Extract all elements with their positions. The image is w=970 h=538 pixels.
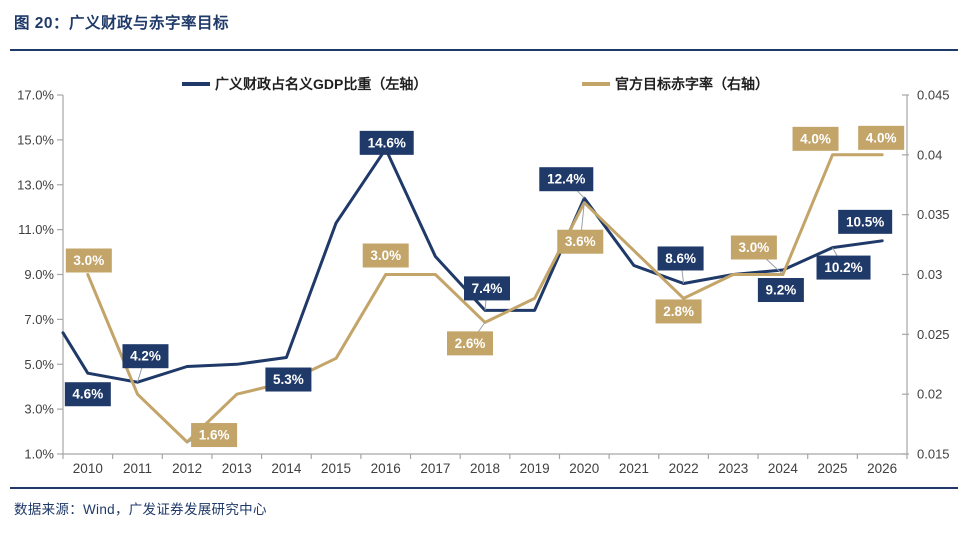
left-axis-tick-label: 3.0% [24, 402, 54, 417]
data-label-box [657, 246, 704, 271]
data-label-box [557, 229, 604, 254]
data-source-note: 数据来源：Wind，广发证券发展研究中心 [14, 502, 267, 517]
left-axis-tick-label: 9.0% [24, 267, 54, 282]
data-label-value: 3.0% [738, 240, 769, 255]
data-label-box [838, 209, 893, 234]
data-label-box [858, 125, 905, 150]
data-label-box [191, 423, 238, 448]
data-label-value: 12.4% [547, 172, 585, 187]
data-label-value: 1.6% [199, 428, 230, 443]
x-axis-year-label: 2022 [669, 461, 699, 476]
axes: 17.0% 15.0% 13.0% 11.0% 9.0% 7.0% 5.0% 3.0% 1.0%… [17, 88, 949, 477]
data-label-box [359, 130, 414, 155]
right-axis-tick-label: 0.04 [917, 147, 942, 162]
left-axis-tick-label: 1.0% [24, 447, 54, 462]
left-axis-tick-label: 7.0% [24, 312, 54, 327]
x-axis-year-label: 2015 [321, 461, 351, 476]
data-label-box [65, 248, 112, 273]
data-label-value: 7.4% [472, 281, 503, 296]
x-axis-year-label: 2026 [867, 461, 897, 476]
left-axis-tick-label: 15.0% [17, 132, 54, 147]
x-axis-year-label: 2025 [818, 461, 848, 476]
data-label-value: 4.6% [72, 387, 103, 402]
x-axis-year-label: 2012 [172, 461, 202, 476]
data-labels: 4.6% 4.2% 5.3% 14.6% 7.4% 12.4% 8.6% 9.2% 10.2% 1… [64, 125, 905, 448]
data-label-box [64, 382, 111, 407]
right-axis-tick-label: 0.03 [917, 267, 942, 282]
data-label-value: 10.2% [824, 260, 862, 275]
right-axis-tick-label: 0.035 [917, 207, 950, 222]
data-label-box [362, 243, 409, 268]
title-divider [10, 49, 958, 51]
data-label-box [539, 167, 594, 192]
data-label-box [730, 235, 777, 260]
data-label-box [447, 331, 493, 356]
data-label-box [122, 344, 169, 369]
x-axis-year-label: 2018 [470, 461, 500, 476]
x-axis-year-label: 2023 [718, 461, 748, 476]
x-axis-year-label: 2024 [768, 461, 799, 476]
data-label-box [757, 278, 804, 303]
data-label-value: 9.2% [765, 283, 796, 298]
right-axis-tick-label: 0.025 [917, 327, 950, 342]
x-axis-year-label: 2016 [371, 461, 401, 476]
data-label-box [464, 276, 510, 301]
data-label-value: 4.0% [800, 131, 831, 146]
data-label-value: 2.8% [663, 304, 694, 319]
data-label-box [816, 255, 871, 280]
data-label-box [655, 299, 702, 324]
x-axis-year-label: 2013 [222, 461, 252, 476]
x-axis-year-label: 2011 [123, 461, 152, 476]
data-label-value: 3.6% [565, 234, 596, 249]
left-axis-tick-label: 11.0% [18, 222, 54, 237]
x-axis-year-label: 2017 [420, 461, 450, 476]
left-axis-tick-label: 13.0% [17, 177, 54, 192]
right-axis-tick-label: 0.015 [917, 447, 950, 462]
chart-title: 图 20：广义财政与赤字率目标 [14, 15, 230, 32]
x-axis-year-label: 2010 [73, 461, 103, 476]
right-axis-tick-label: 0.045 [917, 88, 950, 103]
data-label-value: 8.6% [665, 251, 696, 266]
data-label-box [792, 126, 839, 151]
x-axis-year-label: 2019 [520, 461, 550, 476]
data-label-value: 4.0% [866, 130, 897, 145]
x-axis-year-label: 2014 [271, 461, 302, 476]
data-label-value: 10.5% [846, 214, 884, 229]
right-axis-tick-label: 0.02 [917, 387, 942, 402]
data-label-value: 3.0% [370, 248, 401, 263]
data-label-value: 4.2% [130, 349, 161, 364]
data-label-value: 14.6% [368, 135, 406, 150]
footer-divider [10, 487, 958, 489]
data-label-value: 3.0% [73, 253, 104, 268]
x-axis-year-label: 2021 [619, 461, 649, 476]
data-label-box [265, 367, 312, 392]
data-label-value: 2.6% [455, 336, 486, 351]
data-label-value: 5.3% [273, 372, 304, 387]
left-axis-tick-label: 17.0% [17, 88, 54, 103]
x-axis-year-label: 2020 [569, 461, 599, 476]
left-axis-tick-label: 5.0% [24, 357, 54, 372]
